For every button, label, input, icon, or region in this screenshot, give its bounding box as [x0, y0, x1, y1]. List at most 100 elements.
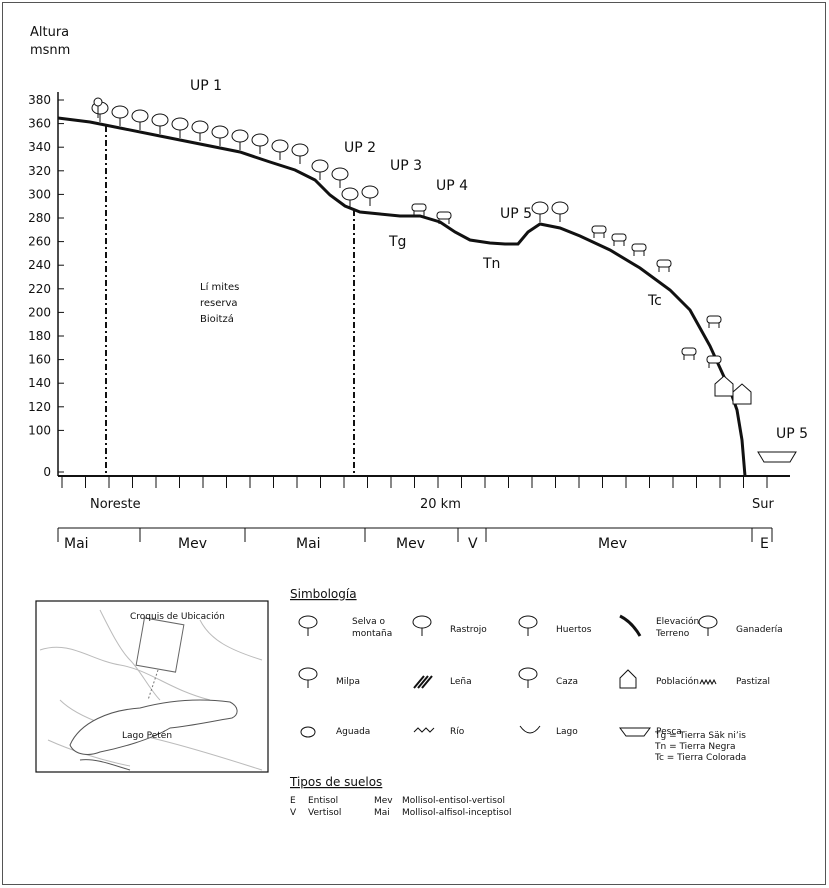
legend-label: Ganadería [736, 625, 783, 635]
y-tick-label: 280 [28, 211, 51, 225]
inset-lake-shape [69, 699, 238, 755]
legend-label: Población [656, 676, 699, 687]
cattle-icon [631, 243, 647, 256]
legend-label: Lago [556, 727, 578, 737]
soil-type-name-vertisol: Vertisol [308, 808, 341, 818]
tree-icon [251, 133, 269, 154]
hunter-icon [93, 97, 103, 118]
y-tick-label: 0 [43, 465, 51, 479]
tree-icon [271, 139, 289, 160]
label-tc: Tc [647, 293, 662, 309]
legend-label: Caza [556, 677, 578, 687]
legend-label-line2: montaña [352, 629, 392, 639]
legend-label: Aguada [336, 727, 370, 737]
label-up4: UP 4 [436, 178, 468, 194]
tree-icon [131, 109, 149, 130]
soil-type-name-mai: Mollisol-alfisol-inceptisol [402, 808, 511, 818]
x-axis-label-mid: 20 km [420, 497, 461, 512]
soil-types-title: Tipos de suelos [289, 775, 382, 789]
label-tn: Tn [482, 256, 500, 272]
soil-type-code-mev: Mev [374, 796, 393, 806]
reserve-label-line3: Bioitzá [200, 313, 234, 325]
tree-icon [551, 201, 569, 222]
legend-title: Simbología [290, 587, 357, 601]
tree-icon [341, 187, 359, 208]
soil-band-mai-2: Mai [296, 536, 321, 552]
cattle-icon [411, 203, 427, 216]
legend-soil-key-tg: Tg = Tierra Säk ni’is [654, 731, 746, 741]
soil-band-mev-3: Mev [598, 536, 627, 552]
legend: Selva o montaña Rastrojo Huertos Elevación Te… [298, 614, 783, 738]
y-tick-label: 360 [28, 117, 51, 131]
y-tick-label: 200 [28, 305, 51, 319]
y-tick-label: 380 [28, 93, 51, 107]
reserve-label-line2: reserva [200, 298, 238, 309]
y-tick-label: 300 [28, 187, 51, 201]
soil-type-name-mev: Mollisol-entisol-vertisol [402, 796, 505, 806]
y-tick-label: 340 [28, 140, 51, 154]
house-icon [714, 375, 734, 397]
label-up1: UP 1 [190, 78, 222, 94]
fishing-boat-icon [619, 727, 651, 737]
forest-icon [298, 615, 318, 636]
cattle-icon [698, 615, 718, 636]
inset-location-box [135, 617, 185, 673]
soil-type-code-v: V [290, 808, 297, 818]
tree-icon [231, 129, 249, 150]
label-up2: UP 2 [344, 140, 376, 156]
land-use-icons-profile [91, 97, 797, 463]
scrub-icon [412, 615, 432, 636]
legend-label: Pastizal [736, 677, 770, 687]
cattle-icon [681, 347, 697, 360]
y-axis-title-line2: msnm [30, 43, 70, 58]
fishing-boat-icon [757, 451, 797, 463]
y-axis-title-line1: Altura [30, 25, 69, 40]
x-axis-label-left: Noreste [90, 497, 141, 512]
tree-icon [531, 201, 549, 222]
legend-label: Río [450, 727, 465, 737]
legend-soil-key-tn: Tn = Tierra Negra [654, 742, 736, 752]
x-axis-label-right: Sur [752, 497, 774, 512]
cattle-icon [611, 233, 627, 246]
tree-icon [151, 113, 169, 134]
lake-icon [519, 725, 541, 734]
y-tick-label: 160 [28, 353, 51, 367]
legend-soil-key-tc: Tc = Tierra Colorada [654, 753, 746, 763]
y-tick-label: 140 [28, 376, 51, 390]
tree-icon [171, 117, 189, 138]
cattle-icon [706, 315, 722, 328]
legend-label: Milpa [336, 677, 360, 687]
tree-icon [361, 185, 379, 206]
cattle-icon [706, 355, 722, 368]
soil-type-code-e: E [290, 796, 296, 806]
cattle-icon [591, 225, 607, 238]
label-up5-b: UP 5 [776, 426, 808, 442]
grass-icon [699, 678, 717, 686]
hunting-icon [518, 667, 538, 688]
x-axis-ticks [61, 476, 768, 488]
tree-icon [311, 159, 329, 180]
corn-icon [298, 667, 318, 688]
y-tick-label: 320 [28, 164, 51, 178]
soil-band-mev-1: Mev [178, 536, 207, 552]
soil-band-v: V [468, 536, 478, 552]
legend-label: Pesca [656, 727, 682, 737]
soil-band-strip: Mai Mev Mai Mev V Mev E [57, 527, 773, 552]
river-icon [413, 727, 435, 733]
label-up3: UP 3 [390, 158, 422, 174]
legend-label-line2: Terreno [655, 629, 690, 639]
elevation-profile-line [57, 116, 747, 477]
y-tick-label: 240 [28, 258, 51, 272]
y-tick-label: 180 [28, 329, 51, 343]
legend-label: Huertos [556, 625, 592, 635]
y-tick-label: 100 [28, 423, 51, 437]
tree-icon [211, 125, 229, 146]
label-tg: Tg [388, 234, 406, 250]
tree-icon [191, 120, 209, 141]
inset-location-map: Croquis de Ubicación Lago Petén [35, 600, 269, 773]
tree-icon [331, 167, 349, 188]
orchard-icon [518, 615, 538, 636]
firewood-icon [413, 675, 433, 689]
